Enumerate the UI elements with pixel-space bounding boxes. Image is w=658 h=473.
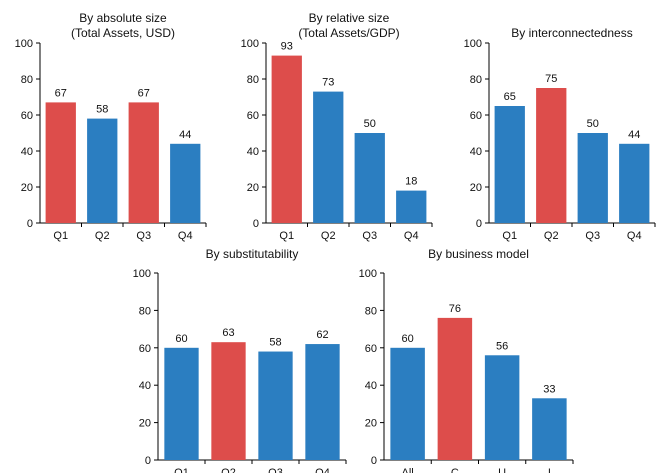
bar [45, 102, 76, 223]
y-tick-label: 40 [21, 146, 33, 158]
y-tick-label: 40 [365, 380, 377, 392]
bar-value-label: 44 [628, 129, 640, 141]
bar [390, 347, 425, 460]
x-tick-label: Q2 [95, 230, 110, 242]
x-tick-label: Q3 [136, 230, 151, 242]
x-tick-label: Q4 [627, 230, 642, 242]
bar-value-label: 50 [364, 118, 376, 130]
bar-value-label: 75 [545, 73, 557, 85]
y-tick-label: 80 [247, 74, 259, 86]
x-tick-label: Q2 [221, 467, 236, 473]
bar [536, 88, 567, 223]
x-tick-label: Q2 [544, 230, 559, 242]
y-tick-label: 20 [21, 182, 33, 194]
panel-2-title: By relative size [309, 11, 390, 25]
bar-value-label: 58 [269, 337, 281, 349]
bar [128, 102, 159, 223]
y-tick-label: 60 [365, 343, 377, 355]
bar [619, 143, 650, 223]
bar-value-label: 63 [222, 327, 234, 339]
y-tick-label: 20 [470, 182, 482, 194]
bar [577, 133, 608, 223]
bar-value-label: 60 [175, 333, 187, 345]
x-tick-label: Q3 [362, 230, 377, 242]
x-tick-label: Q4 [315, 467, 330, 473]
bar-value-label: 73 [322, 77, 334, 89]
bar [87, 118, 118, 223]
bar [211, 342, 246, 460]
bar [305, 344, 340, 460]
x-tick-label: Q3 [268, 467, 283, 473]
bar-value-label: 56 [496, 340, 508, 352]
bar [396, 190, 427, 223]
bar-value-label: 67 [138, 87, 150, 99]
bar [164, 347, 199, 460]
y-tick-label: 100 [15, 38, 33, 50]
x-tick-label: Q1 [53, 230, 68, 242]
bar-value-label: 76 [449, 303, 461, 315]
panel-4-title: By substitutability [206, 247, 299, 261]
x-tick-label: Q3 [585, 230, 600, 242]
y-tick-label: 0 [145, 455, 151, 467]
x-tick-label: Q2 [321, 230, 336, 242]
bar-value-label: 44 [179, 129, 191, 141]
y-tick-label: 0 [253, 218, 259, 230]
x-tick-label: Q1 [174, 467, 189, 473]
y-tick-label: 0 [27, 218, 33, 230]
panel-1-title: By absolute size [79, 11, 167, 25]
y-tick-label: 100 [464, 38, 482, 50]
y-tick-label: 0 [371, 455, 377, 467]
bar [494, 106, 525, 223]
y-tick-label: 80 [470, 74, 482, 86]
y-tick-label: 20 [365, 418, 377, 430]
bar-value-label: 33 [543, 383, 555, 395]
x-tick-label: Q1 [502, 230, 517, 242]
y-tick-label: 40 [247, 146, 259, 158]
bar [437, 317, 473, 460]
panel-3-title: By interconnectedness [511, 26, 632, 40]
bar [258, 351, 293, 460]
y-tick-label: 80 [365, 305, 377, 317]
y-tick-label: 20 [247, 182, 259, 194]
bar-value-label: 18 [405, 176, 417, 188]
y-tick-label: 100 [133, 268, 151, 280]
panel-2-subtitle: (Total Assets/GDP) [298, 26, 399, 40]
panel-5-title: By business model [428, 247, 529, 261]
panel-1-subtitle: (Total Assets, USD) [71, 26, 175, 40]
y-tick-label: 60 [470, 110, 482, 122]
bar-value-label: 58 [96, 104, 108, 116]
bar-value-label: 93 [281, 41, 293, 53]
bar [313, 91, 344, 223]
bar-value-label: 65 [504, 91, 516, 103]
y-tick-label: 100 [241, 38, 259, 50]
x-tick-label: C [451, 467, 459, 473]
bar-value-label: 50 [587, 118, 599, 130]
y-tick-label: 60 [139, 343, 151, 355]
x-tick-label: Q4 [178, 230, 193, 242]
x-tick-label: U [498, 467, 506, 473]
y-tick-label: 100 [359, 268, 377, 280]
x-tick-label: All [402, 467, 414, 473]
bar [484, 355, 520, 460]
y-tick-label: 40 [470, 146, 482, 158]
bar [532, 398, 567, 460]
bar [354, 133, 385, 223]
bar [170, 143, 201, 223]
x-tick-label: Q1 [279, 230, 294, 242]
y-tick-label: 80 [139, 305, 151, 317]
x-tick-label: Q4 [404, 230, 419, 242]
y-tick-label: 80 [21, 74, 33, 86]
bar-value-label: 60 [402, 333, 414, 345]
bar [271, 55, 302, 223]
y-tick-label: 20 [139, 418, 151, 430]
y-tick-label: 0 [476, 218, 482, 230]
y-tick-label: 60 [21, 110, 33, 122]
bar-value-label: 62 [316, 329, 328, 341]
bar-value-label: 67 [55, 87, 67, 99]
y-tick-label: 60 [247, 110, 259, 122]
x-tick-label: I [548, 467, 551, 473]
y-tick-label: 40 [139, 380, 151, 392]
